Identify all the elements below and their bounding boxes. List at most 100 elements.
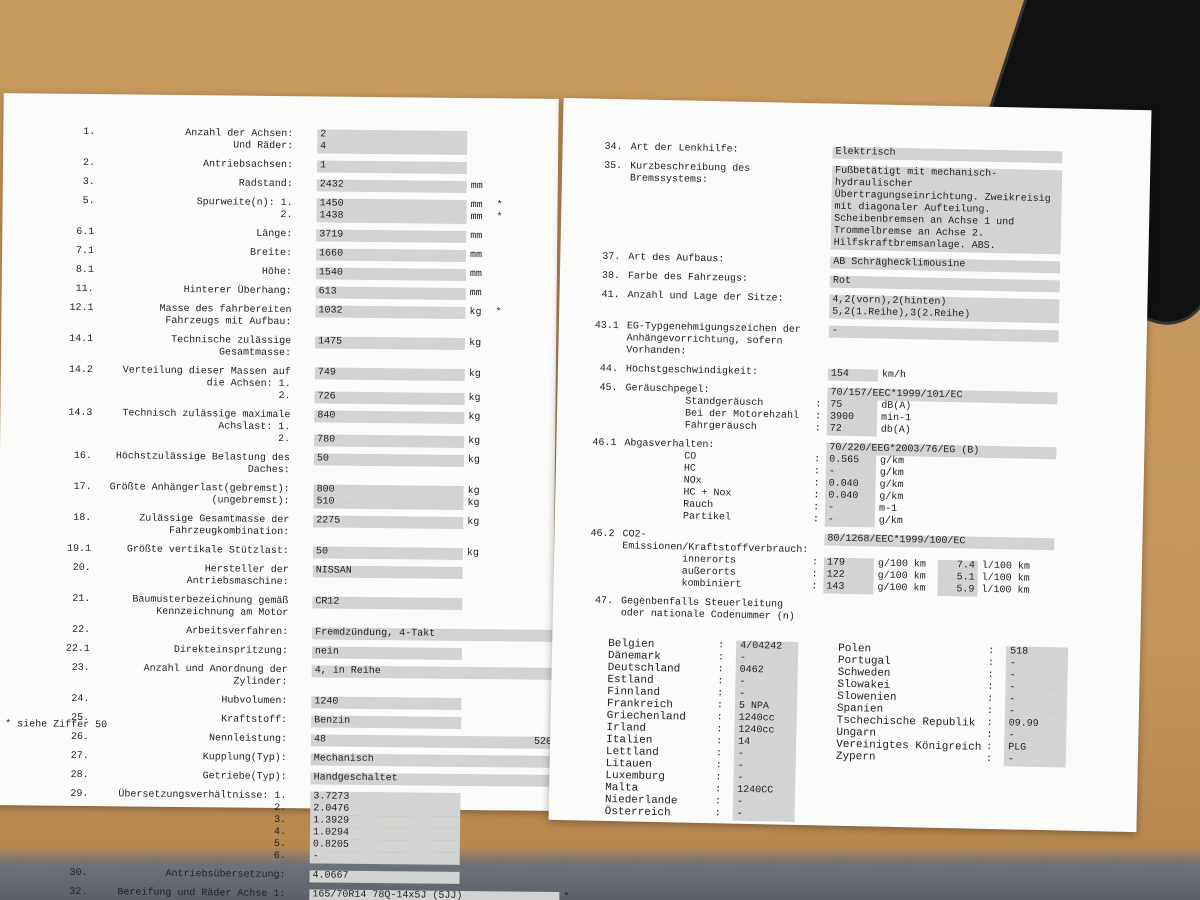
item-number: 45. xyxy=(599,382,618,395)
item-label: Hinterer Überhang: xyxy=(183,285,292,298)
row: 19.1 Größte vertikale Stützlast: 50 kg xyxy=(0,543,544,561)
item-number: 14.1 xyxy=(69,333,94,346)
item-value: 510 xyxy=(313,496,464,510)
item-label: 2. xyxy=(278,434,291,446)
separator: : xyxy=(717,676,724,688)
item-number: 6.1 xyxy=(76,226,95,239)
item-value: 122 xyxy=(823,569,874,583)
separator: : xyxy=(811,581,818,593)
item-label: Art der Lenkhilfe: xyxy=(630,142,739,156)
item-label: Höchstgeschwindigkeit: xyxy=(625,364,759,379)
separator: : xyxy=(811,569,818,581)
item-number: 34. xyxy=(604,141,623,154)
item-value: 4,2(vorn),2(hinten) 5,2(1.Reihe),3(2.Reih… xyxy=(829,294,1060,324)
item-unit: kg xyxy=(468,411,481,424)
item-value: Fußbetätigt mit mechanisch-hydraulischer… xyxy=(830,165,1063,255)
item-number: 43.1 xyxy=(594,320,619,333)
separator: : xyxy=(987,693,994,706)
footnote-mark: * xyxy=(495,307,502,319)
item-label: Größte vertikale Stützlast: xyxy=(126,544,290,558)
item-number: 35. xyxy=(604,160,623,173)
row: 23. Anzahl und Anordnung der Zylinder: 4, … xyxy=(0,662,562,692)
item-value: 165/70R14 78Q-14x5J (5JJ) xyxy=(309,889,560,900)
item-number xyxy=(574,552,622,553)
row: 30. Antriebsübersetzung: 4.0667 xyxy=(0,867,541,885)
item-number: 46.1 xyxy=(592,437,617,450)
separator: : xyxy=(812,514,819,526)
country-name: Zypern xyxy=(835,750,876,764)
item-label: Und Räder: xyxy=(233,140,294,153)
item-number: 11. xyxy=(75,283,94,296)
separator: : xyxy=(715,748,723,760)
separator: : xyxy=(987,669,994,682)
item-number xyxy=(576,473,624,474)
item-number xyxy=(576,485,624,486)
item-unit: mm xyxy=(469,288,482,300)
item-value: 179 xyxy=(823,557,875,571)
row: 14.1 Technische zulässige Gesamtmasse: 147… xyxy=(1,333,546,363)
item-unit: kg xyxy=(469,307,482,319)
item-label: 6. xyxy=(273,850,286,863)
item-value: 2432 xyxy=(316,179,467,193)
row: 47. Gegenbenfalls Steuerleitung oder nati… xyxy=(573,595,1131,631)
item-value-2: 7.4 xyxy=(937,559,979,573)
country-codes: Belgien:4/04242 Dänemark: - Deutschland:046… xyxy=(605,638,1131,829)
item-value: CR12 xyxy=(312,596,463,610)
item-unit: mm xyxy=(469,269,482,281)
item-number: 37. xyxy=(602,251,621,264)
item-number: 24. xyxy=(71,693,90,706)
separator: : xyxy=(986,717,993,730)
item-value: - xyxy=(309,851,460,865)
item-number: 5. xyxy=(82,195,95,208)
separator: : xyxy=(813,466,820,478)
item-label: EG-Typgenehmigungszeichen der Anhängevor… xyxy=(626,321,801,358)
row: 26. Nennleistung: 48 5200 xyxy=(0,731,562,749)
item-number: 21. xyxy=(72,593,91,606)
item-number: 22. xyxy=(72,624,91,637)
item-label: Bereifung und Räder Achse 1: xyxy=(117,887,286,900)
item-unit: g/km xyxy=(878,515,903,528)
item-value: 2275 xyxy=(313,515,464,529)
row: 22.1 Direkteinspritzung: nein xyxy=(0,643,543,661)
item-label: Kupplung(Typ): xyxy=(202,752,287,765)
separator: : xyxy=(714,796,722,808)
item-value: 1660 xyxy=(316,248,467,262)
item-label: Radstand: xyxy=(238,178,293,191)
item-label: Höhe: xyxy=(261,266,292,279)
item-unit: kg xyxy=(466,547,480,560)
item-value: 143 xyxy=(823,581,874,595)
country-column: Polen:518 Portugal: - Schweden: - Slowakei: - S… xyxy=(835,643,1069,828)
row: 22. Arbeitsverfahren: Fremdzündung, 4-Takt xyxy=(0,624,563,642)
row: 12.1 Masse des fahrbereiten Fahrzeugs mit… xyxy=(1,302,546,332)
item-label: Kurzbeschreibung des Bremssystems: xyxy=(629,161,751,186)
item-unit: mm xyxy=(470,200,483,212)
separator: : xyxy=(718,640,725,652)
separator: : xyxy=(714,808,721,820)
separator: : xyxy=(988,645,995,658)
item-label: Technische zulässige Gesamtmasse: xyxy=(171,334,292,360)
separator: : xyxy=(716,700,724,712)
item-number xyxy=(0,836,96,837)
footnote-mark: * xyxy=(496,200,503,212)
item-value: 50 xyxy=(312,546,464,560)
item-value: - xyxy=(824,502,876,516)
item-number: 28. xyxy=(70,769,89,782)
separator: : xyxy=(716,712,723,724)
row: 35. Kurzbeschreibung des Bremssystems: Fuß… xyxy=(581,160,1141,256)
item-unit: kg xyxy=(467,497,480,510)
item-value-2: 5.9 xyxy=(937,583,978,597)
item-unit: mm xyxy=(470,212,483,224)
item-number xyxy=(574,576,622,577)
separator: : xyxy=(717,652,725,664)
item-number xyxy=(574,564,622,565)
item-unit: mm xyxy=(470,181,483,193)
item-number: 18. xyxy=(73,512,92,525)
item-label: Anzahl und Lage der Sitze: xyxy=(627,290,784,305)
item-label: Masse des fahrbereiten Fahrzeugs mit Auf… xyxy=(159,303,292,329)
item-value: NISSAN xyxy=(312,565,463,579)
left-page: * siehe Ziffer 50 1. Anzahl der Achsen: 2 U… xyxy=(0,93,569,900)
item-number: 2. xyxy=(82,157,96,170)
footnote-mark: * xyxy=(563,892,570,900)
item-label: Anzahl und Anordnung der Zylinder: xyxy=(143,663,288,689)
item-label: Hubvolumen: xyxy=(221,695,288,708)
